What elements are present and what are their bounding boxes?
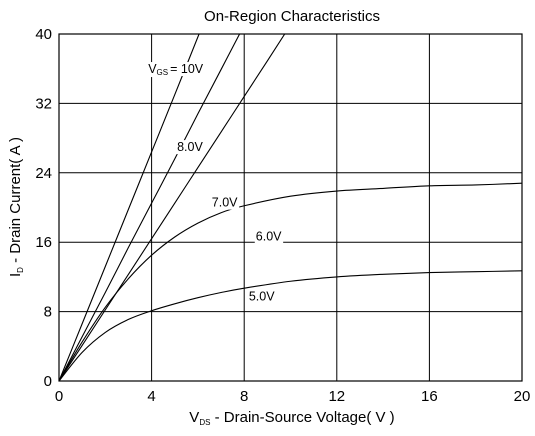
y-tick-label: 8: [44, 304, 52, 321]
series-line-0: [59, 34, 200, 381]
x-tick-label: 8: [240, 388, 248, 405]
curve-label-bg: [176, 140, 205, 155]
vgs-label-bg: [147, 62, 170, 78]
y-axis-label: ID - Drain Current( A ): [7, 137, 25, 277]
curve-label-3: 6.0V: [256, 229, 282, 243]
curve-label-bg: [254, 229, 284, 244]
series-group: [59, 34, 522, 381]
x-tick-label: 16: [421, 388, 438, 405]
grid: [58, 33, 523, 382]
y-tick-label: 16: [35, 234, 52, 251]
x-tick-labels: 0 4 8 12 16 20: [55, 388, 531, 405]
y-tick-label: 0: [44, 373, 52, 390]
x-tick-label: 0: [55, 388, 63, 405]
series-line-4: [59, 270, 522, 381]
x-tick-label: 4: [147, 388, 155, 405]
curve-label-1: 8.0V: [177, 140, 203, 154]
y-tick-labels: 0 8 16 24 32 40: [35, 26, 52, 390]
y-tick-label: 24: [35, 165, 52, 182]
curve-label-2: 7.0V: [212, 196, 238, 210]
plot-border: [58, 33, 523, 382]
series-line-1: [59, 34, 241, 381]
curve-label-0: = 10V: [170, 62, 204, 76]
curve-label-4: 5.0V: [249, 289, 275, 303]
x-tick-label: 12: [328, 388, 345, 405]
y-tick-label: 32: [35, 95, 52, 112]
plot-frame: [58, 33, 523, 382]
chart-title: On-Region Characteristics: [204, 8, 380, 25]
series-line-3: [59, 182, 522, 381]
curve-label-bg: [210, 195, 240, 210]
x-axis-label: VDS - Drain-Source Voltage( V ): [189, 409, 394, 427]
y-tick-label: 40: [35, 26, 52, 43]
curve-label-bg: [169, 62, 205, 77]
x-tick-label: 20: [514, 388, 531, 405]
series-line-2: [59, 34, 286, 381]
vgs-label-prefix: VGS: [148, 62, 168, 77]
curve-label-bg: [247, 289, 277, 304]
